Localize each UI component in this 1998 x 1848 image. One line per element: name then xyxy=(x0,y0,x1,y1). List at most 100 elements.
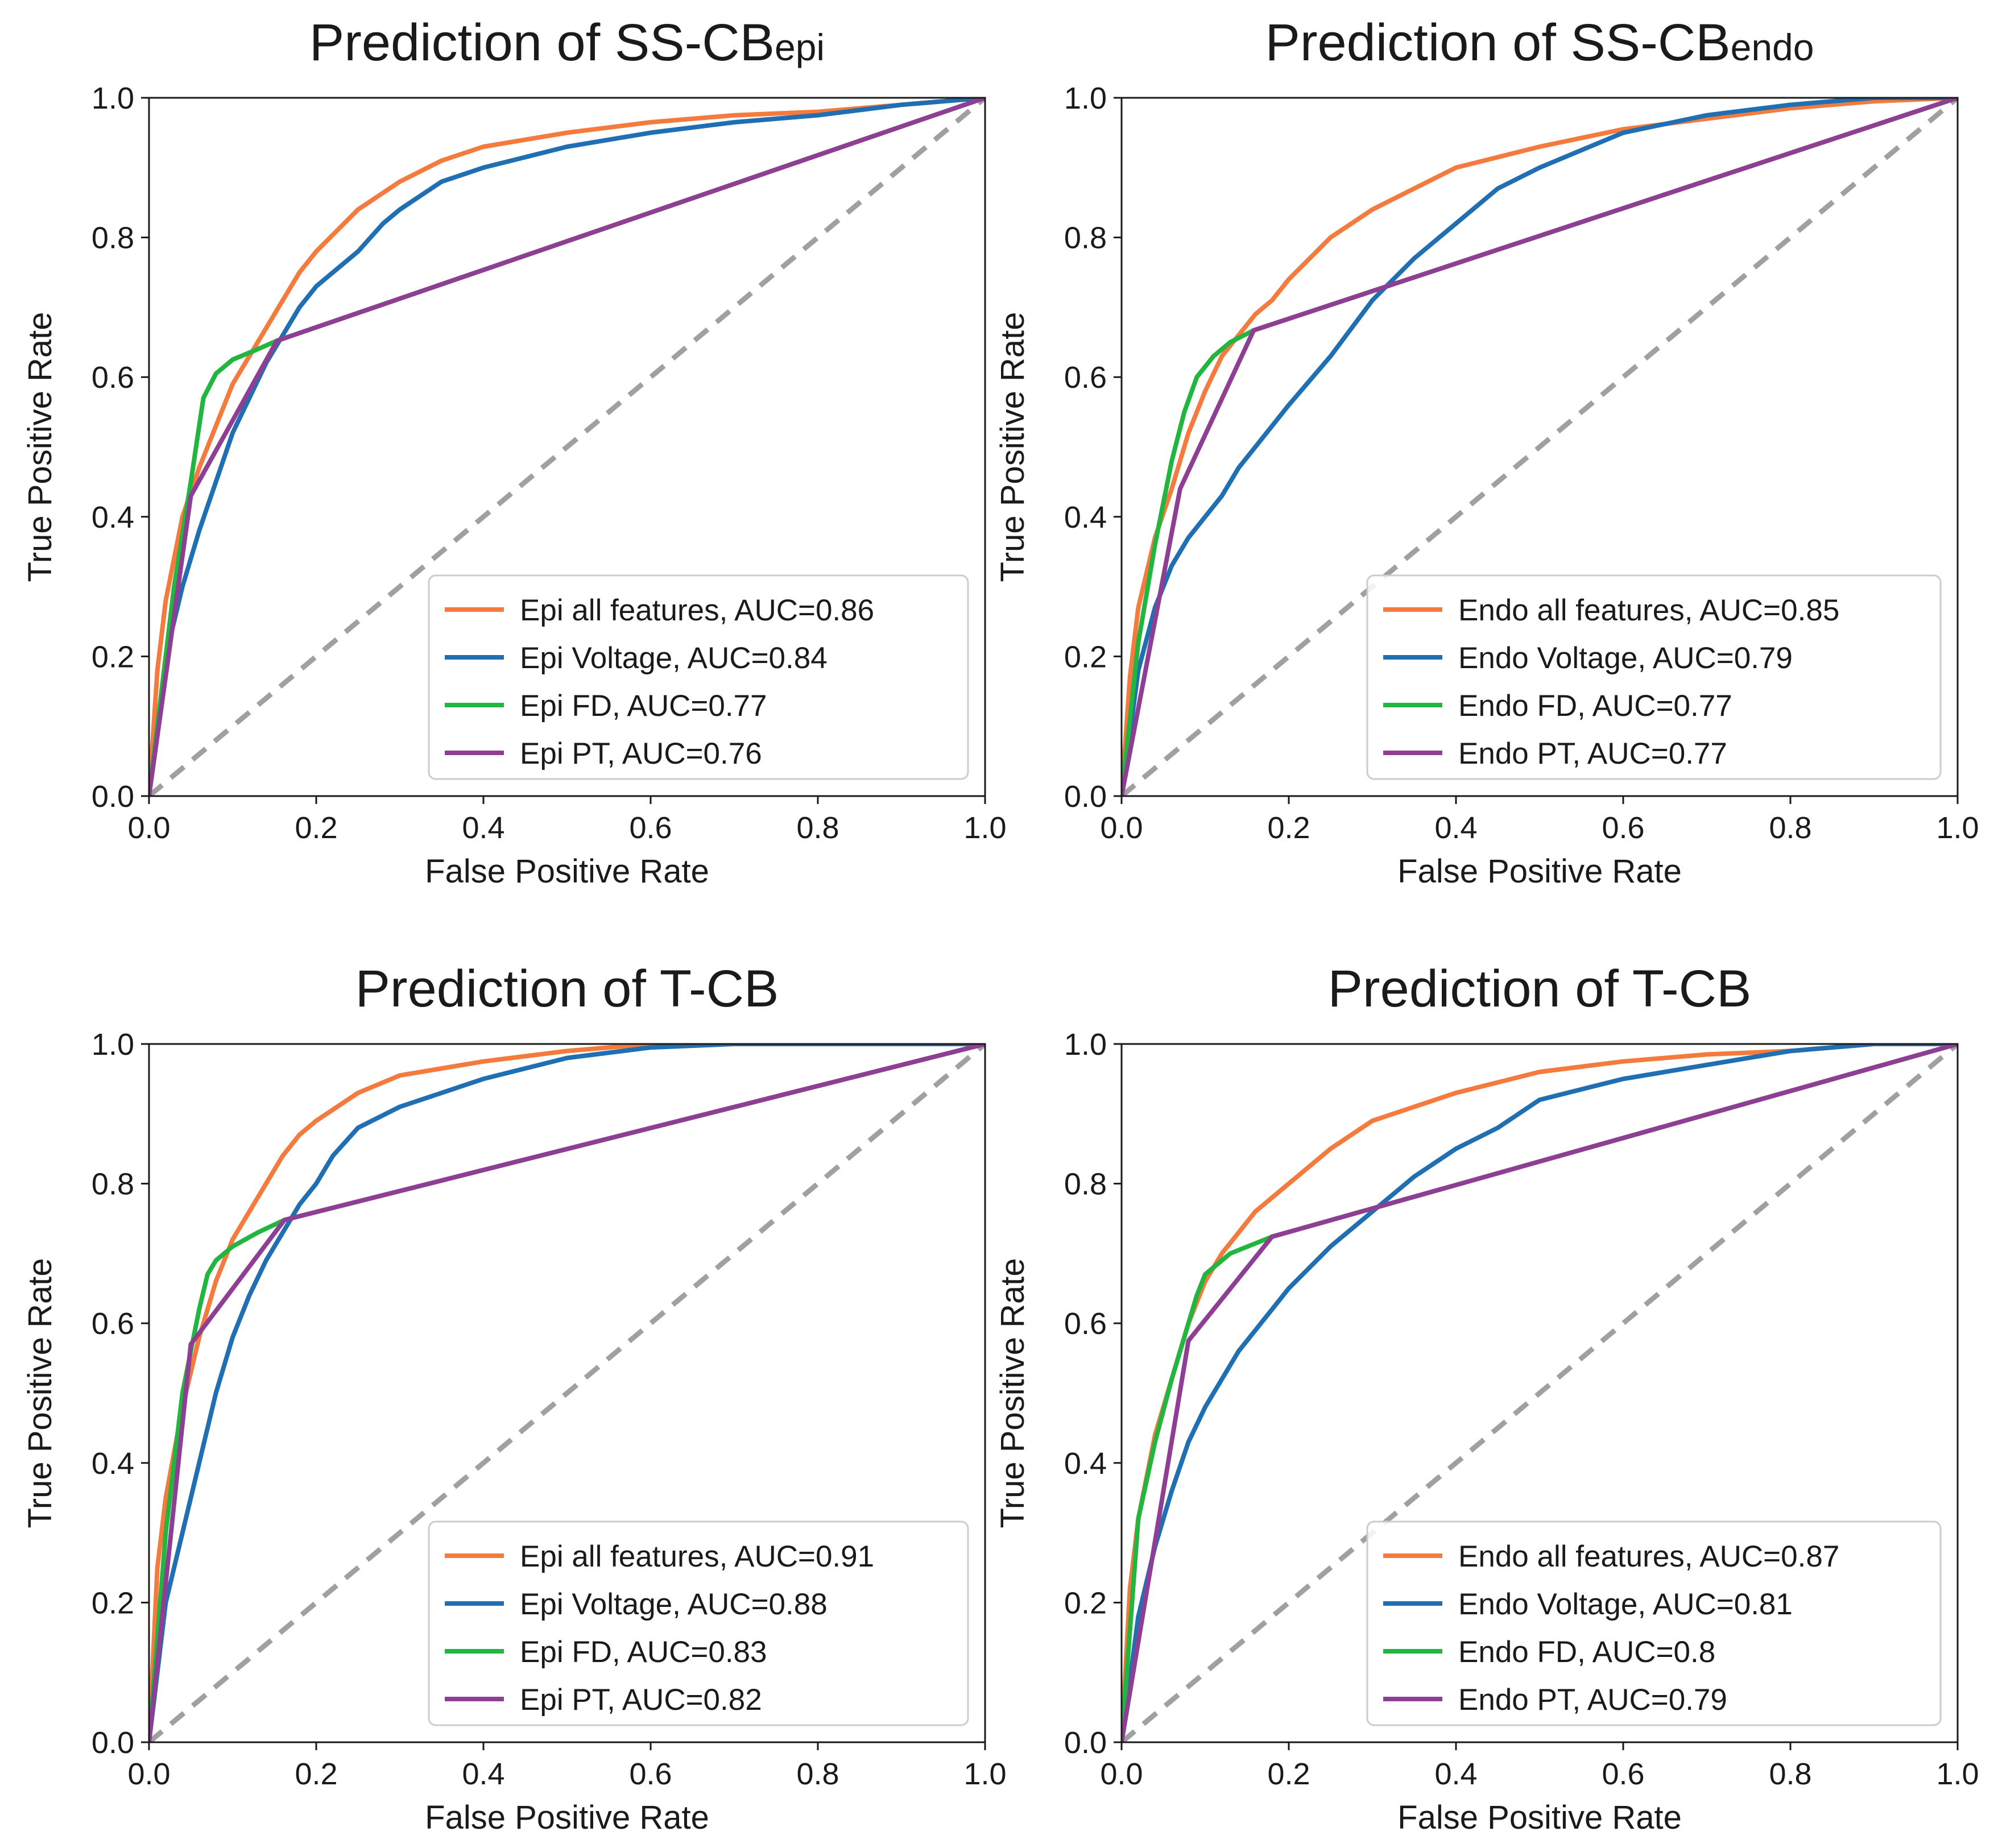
roc-curve-series-2 xyxy=(1122,98,1958,796)
chart-title-subscript: epi xyxy=(775,26,825,68)
legend-entry: Epi Voltage, AUC=0.84 xyxy=(520,641,828,675)
roc-curve-series-4 xyxy=(149,98,985,796)
y-tick-label: 1.0 xyxy=(92,81,134,115)
legend: Epi all features, AUC=0.91 Epi Voltage, A… xyxy=(428,1520,969,1726)
y-tick-label: 0.4 xyxy=(92,500,134,534)
y-tick-label: 0.8 xyxy=(92,221,134,255)
x-axis-label: False Positive Rate xyxy=(1397,853,1682,890)
chart-title: Prediction of T-CB xyxy=(1328,960,1752,1018)
legend-entry: Epi PT, AUC=0.76 xyxy=(520,737,762,770)
y-tick-label: 0.6 xyxy=(92,361,134,395)
y-tick-label: 0.6 xyxy=(92,1307,134,1341)
x-tick-label: 0.0 xyxy=(1100,1757,1143,1791)
chart-title: Prediction of SS-CBepi xyxy=(309,14,825,72)
y-tick-label: 0.2 xyxy=(1064,640,1107,674)
x-tick-label: 1.0 xyxy=(963,1757,1006,1791)
x-tick-label: 0.8 xyxy=(796,811,839,845)
x-tick-label: 0.2 xyxy=(295,811,337,845)
legend-entry: Epi all features, AUC=0.86 xyxy=(520,594,874,627)
y-tick-label: 0.6 xyxy=(1064,1307,1107,1341)
x-tick-label: 0.2 xyxy=(1267,811,1310,845)
chart-title: Prediction of T-CB xyxy=(355,960,779,1018)
y-tick-label: 1.0 xyxy=(1064,81,1107,115)
legend-entry: Epi Voltage, AUC=0.88 xyxy=(520,1588,828,1621)
plot-frame xyxy=(1120,1043,1959,1743)
x-tick-label: 0.6 xyxy=(629,1757,672,1791)
legend-box xyxy=(1366,1520,1942,1726)
chart-panel-1: Prediction of SS-CBepi 0.0 0.2 0.4 0.6 0.8 1.0… xyxy=(22,14,1007,890)
legend-entry: Endo FD, AUC=0.77 xyxy=(1458,689,1732,723)
legend-box xyxy=(1366,574,1942,780)
x-axis-label: False Positive Rate xyxy=(1397,1799,1682,1836)
y-axis-label: True Positive Rate xyxy=(994,312,1031,582)
x-tick-label: 0.4 xyxy=(1434,1757,1477,1791)
x-tick-label: 0.0 xyxy=(127,811,170,845)
diagonal-reference-line xyxy=(149,98,985,796)
y-tick-label: 0.0 xyxy=(92,780,134,814)
y-tick-label: 0.0 xyxy=(1064,1726,1107,1760)
roc-curve-series-3 xyxy=(149,98,985,796)
legend-entry: Endo PT, AUC=0.79 xyxy=(1458,1683,1727,1717)
roc-curve-series-2 xyxy=(149,98,985,796)
x-tick-label: 0.8 xyxy=(1769,1757,1811,1791)
plot-frame xyxy=(1120,97,1959,797)
x-axis-label: False Positive Rate xyxy=(425,1799,709,1836)
y-axis-label: True Positive Rate xyxy=(994,1258,1031,1528)
roc-curve-series-3 xyxy=(149,1044,985,1742)
diagonal-reference-line xyxy=(1122,98,1958,796)
plot-frame xyxy=(148,1043,986,1743)
y-tick-label: 0.2 xyxy=(92,1586,134,1620)
y-tick-label: 0.8 xyxy=(1064,221,1107,255)
chart-panel-3: Prediction of T-CB 0.0 0.2 0.4 0.6 0.8 1.0 0.0 0… xyxy=(22,960,1007,1836)
y-tick-label: 1.0 xyxy=(92,1027,134,1062)
x-tick-label: 1.0 xyxy=(963,811,1006,845)
y-tick-label: 0.0 xyxy=(92,1726,134,1760)
chart-panel-2: Prediction of SS-CBendo 0.0 0.2 0.4 0.6 0.8 1.… xyxy=(994,14,1979,890)
roc-curve-series-2 xyxy=(1122,1044,1958,1742)
roc-curve-series-3 xyxy=(1122,98,1958,796)
x-tick-label: 0.8 xyxy=(796,1757,839,1791)
roc-curve-series-4 xyxy=(1122,1044,1958,1742)
y-axis-label: True Positive Rate xyxy=(22,312,59,582)
y-tick-label: 0.4 xyxy=(92,1447,134,1481)
legend-entry: Epi FD, AUC=0.77 xyxy=(520,689,767,723)
roc-curve-series-2 xyxy=(149,1044,985,1742)
legend-entry: Endo FD, AUC=0.8 xyxy=(1458,1635,1715,1669)
roc-curve-series-4 xyxy=(149,1044,985,1742)
x-axis-label: False Positive Rate xyxy=(425,853,709,890)
roc-curve-series-1 xyxy=(149,1044,985,1742)
legend-entry: Endo Voltage, AUC=0.81 xyxy=(1458,1588,1793,1621)
legend-entry: Endo all features, AUC=0.87 xyxy=(1458,1540,1839,1573)
legend-entry: Epi all features, AUC=0.91 xyxy=(520,1540,874,1573)
y-tick-label: 1.0 xyxy=(1064,1027,1107,1062)
x-tick-label: 0.4 xyxy=(462,1757,504,1791)
roc-curve-series-3 xyxy=(1122,1044,1958,1742)
y-tick-label: 0.4 xyxy=(1064,500,1107,534)
y-tick-label: 0.0 xyxy=(1064,780,1107,814)
x-tick-label: 0.2 xyxy=(295,1757,337,1791)
legend-box xyxy=(428,574,969,780)
legend-box xyxy=(428,1520,969,1726)
x-tick-label: 0.6 xyxy=(1602,811,1644,845)
legend: Endo all features, AUC=0.87 Endo Voltage,… xyxy=(1366,1520,1942,1726)
legend-entry: Epi FD, AUC=0.83 xyxy=(520,1635,767,1669)
x-tick-label: 0.4 xyxy=(462,811,504,845)
y-tick-label: 0.8 xyxy=(1064,1167,1107,1201)
plot-frame xyxy=(148,97,986,797)
legend-entry: Endo PT, AUC=0.77 xyxy=(1458,737,1727,770)
legend: Endo all features, AUC=0.85 Endo Voltage,… xyxy=(1366,574,1942,780)
legend-entry: Epi PT, AUC=0.82 xyxy=(520,1683,762,1717)
chart-title-subscript: endo xyxy=(1731,26,1814,68)
chart-title: Prediction of SS-CBendo xyxy=(1265,14,1814,72)
x-tick-label: 0.0 xyxy=(1100,811,1143,845)
x-tick-label: 0.4 xyxy=(1434,811,1477,845)
y-tick-label: 0.4 xyxy=(1064,1447,1107,1481)
x-tick-label: 0.2 xyxy=(1267,1757,1310,1791)
diagonal-reference-line xyxy=(1122,1044,1958,1742)
x-tick-label: 0.6 xyxy=(629,811,672,845)
y-tick-label: 0.6 xyxy=(1064,361,1107,395)
legend-entry: Endo Voltage, AUC=0.79 xyxy=(1458,641,1793,675)
y-tick-label: 0.2 xyxy=(1064,1586,1107,1620)
x-tick-label: 1.0 xyxy=(1936,1757,1979,1791)
y-tick-label: 0.2 xyxy=(92,640,134,674)
